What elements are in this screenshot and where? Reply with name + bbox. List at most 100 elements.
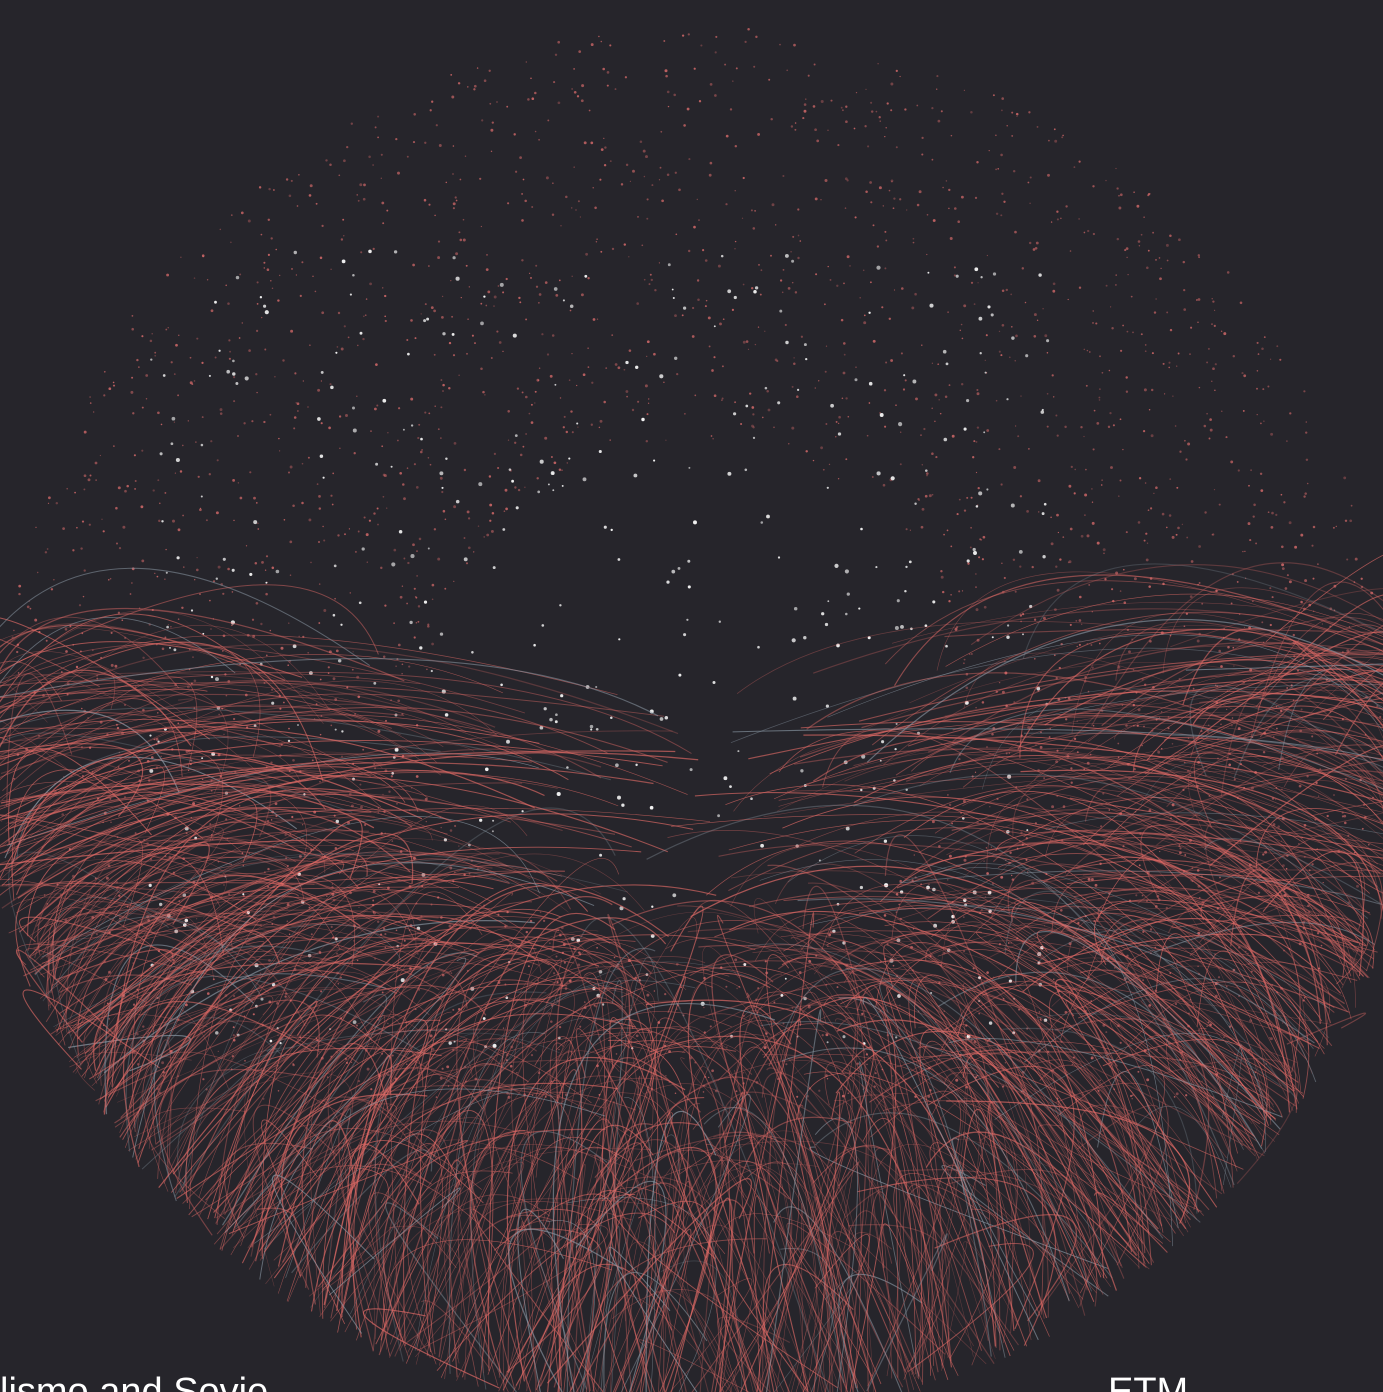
star [1244, 744, 1246, 746]
curve [1235, 759, 1383, 787]
star [245, 545, 248, 547]
star [1149, 639, 1152, 643]
star [537, 490, 541, 494]
star [890, 359, 894, 362]
star [808, 1004, 810, 1006]
star [1039, 1018, 1042, 1021]
star [894, 626, 899, 630]
star [1141, 894, 1144, 897]
curve [664, 1097, 809, 1392]
star [588, 109, 591, 112]
star [192, 802, 196, 806]
star [601, 1003, 605, 1006]
star [561, 484, 564, 487]
star [547, 119, 550, 122]
star [976, 161, 979, 164]
star [854, 216, 857, 219]
curve [773, 1206, 903, 1392]
star [81, 520, 85, 523]
star [1153, 492, 1155, 495]
star [225, 284, 227, 287]
star [530, 403, 533, 406]
star [1354, 557, 1358, 561]
curve [928, 1065, 1075, 1330]
star [996, 797, 999, 801]
star [911, 879, 914, 882]
star [307, 406, 309, 408]
star [734, 248, 736, 250]
star [590, 43, 594, 47]
star [1279, 358, 1282, 361]
curve [962, 786, 1383, 866]
star [293, 427, 296, 430]
star [600, 148, 604, 151]
star [688, 158, 691, 161]
curve [1199, 698, 1383, 721]
star [507, 1095, 511, 1099]
star [610, 528, 613, 532]
curve [512, 1227, 585, 1392]
star [137, 1063, 140, 1066]
curve [951, 812, 1328, 1046]
star [1185, 458, 1188, 461]
curve [0, 680, 499, 831]
star [512, 1038, 515, 1041]
curve [835, 1018, 1150, 1270]
star [485, 268, 489, 271]
star [1272, 823, 1276, 826]
star [899, 917, 902, 921]
star [1152, 231, 1154, 234]
star [158, 519, 161, 523]
curve [213, 1165, 477, 1245]
star [659, 717, 664, 721]
star [93, 411, 95, 413]
star [83, 569, 86, 572]
star [441, 1067, 444, 1070]
curve [251, 1043, 389, 1248]
star [101, 518, 103, 520]
curve [660, 1159, 817, 1392]
star [1077, 921, 1080, 925]
star [1190, 326, 1193, 329]
star [1147, 509, 1150, 512]
star [308, 194, 312, 197]
star [1168, 366, 1170, 369]
curve [0, 780, 308, 858]
curve [596, 1055, 733, 1392]
star [1269, 1037, 1271, 1039]
star [1145, 558, 1149, 562]
star [1064, 425, 1067, 429]
star [362, 748, 365, 751]
star [445, 181, 448, 184]
star [899, 198, 902, 201]
curve [690, 865, 1272, 1120]
curve [814, 1117, 858, 1392]
star [1175, 533, 1178, 536]
curve [327, 1045, 458, 1328]
curve [1198, 832, 1383, 944]
curve [230, 1015, 386, 1256]
curve [0, 643, 679, 735]
star [403, 939, 406, 942]
star [828, 933, 832, 937]
star [83, 430, 87, 434]
star [1060, 217, 1062, 220]
curve [610, 1194, 838, 1389]
curve [893, 1173, 1024, 1377]
star [986, 971, 989, 974]
star [590, 141, 594, 145]
star [112, 384, 116, 387]
star [791, 638, 796, 643]
curve [1100, 918, 1345, 1005]
curve [119, 932, 233, 1133]
star [842, 941, 846, 945]
star [553, 972, 556, 975]
star [973, 551, 977, 555]
star [868, 402, 871, 404]
star [584, 274, 588, 278]
star [680, 986, 682, 988]
star [1269, 623, 1272, 627]
star [756, 1011, 759, 1014]
curve [945, 593, 1383, 667]
star [47, 502, 50, 504]
